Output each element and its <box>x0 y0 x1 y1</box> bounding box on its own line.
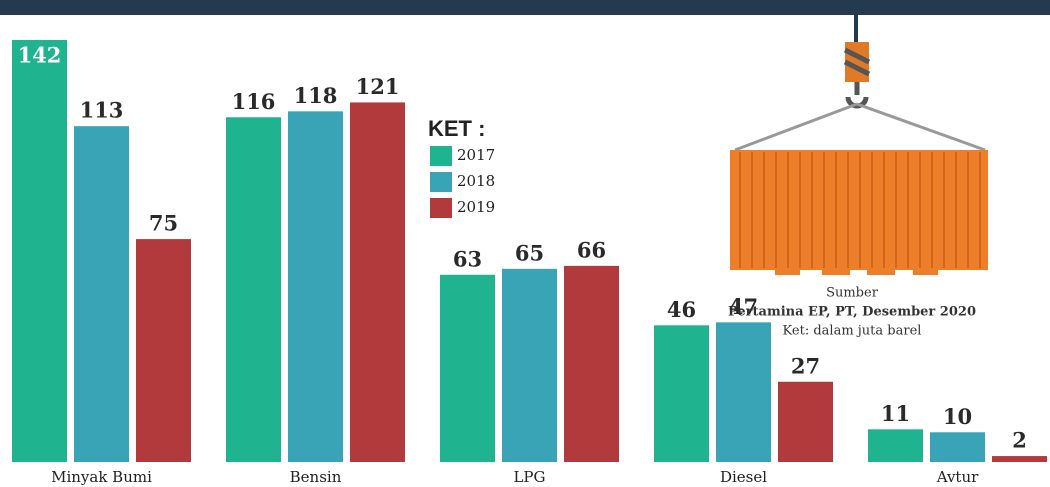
legend-label: 2018 <box>457 172 495 190</box>
bar <box>654 325 709 462</box>
bar <box>440 275 495 462</box>
legend-label: 2019 <box>457 198 495 216</box>
x-tick-label: Minyak Bumi <box>51 468 152 486</box>
bar <box>564 266 619 462</box>
chart: Sumber Pertamina EP, PT, Desember 2020 K… <box>0 0 1050 487</box>
value-label: 118 <box>294 83 338 108</box>
value-label: 47 <box>729 294 758 319</box>
bar <box>12 40 67 462</box>
value-label: 11 <box>881 401 910 426</box>
value-label: 116 <box>232 89 276 114</box>
value-label: 10 <box>943 404 972 429</box>
bar <box>288 111 343 462</box>
value-label: 142 <box>18 43 62 68</box>
source: Pertamina EP, PT, Desember 2020 <box>728 305 976 320</box>
bar <box>992 456 1047 462</box>
value-label: 46 <box>667 297 696 322</box>
legend-swatch <box>430 146 452 166</box>
value-label: 113 <box>80 98 124 123</box>
value-label: 75 <box>149 211 178 236</box>
legend-swatch <box>430 172 452 192</box>
legend-label: 2017 <box>457 146 495 164</box>
bar <box>226 117 281 462</box>
x-tick-label: Bensin <box>290 468 342 486</box>
note: Ket: dalam juta barel <box>783 324 922 339</box>
x-tick-label: Avtur <box>936 468 979 486</box>
source-label: Sumber <box>826 286 879 301</box>
bar <box>502 269 557 462</box>
value-label: 2 <box>1012 428 1027 453</box>
bar <box>868 429 923 462</box>
bar <box>778 382 833 462</box>
bar <box>136 239 191 462</box>
value-label: 27 <box>791 353 820 378</box>
value-label: 65 <box>515 240 544 265</box>
legend-title: KET : <box>428 116 485 141</box>
x-tick-label: LPG <box>513 468 545 486</box>
bar <box>350 102 405 462</box>
header-band <box>0 0 1050 15</box>
container-illustration <box>730 15 988 275</box>
x-tick-label: Diesel <box>720 468 767 486</box>
value-label: 121 <box>356 74 400 99</box>
bar <box>930 432 985 462</box>
bar <box>716 322 771 462</box>
legend-swatch <box>430 198 452 218</box>
value-label: 63 <box>453 246 482 271</box>
bar <box>74 126 129 462</box>
value-label: 66 <box>577 237 606 262</box>
